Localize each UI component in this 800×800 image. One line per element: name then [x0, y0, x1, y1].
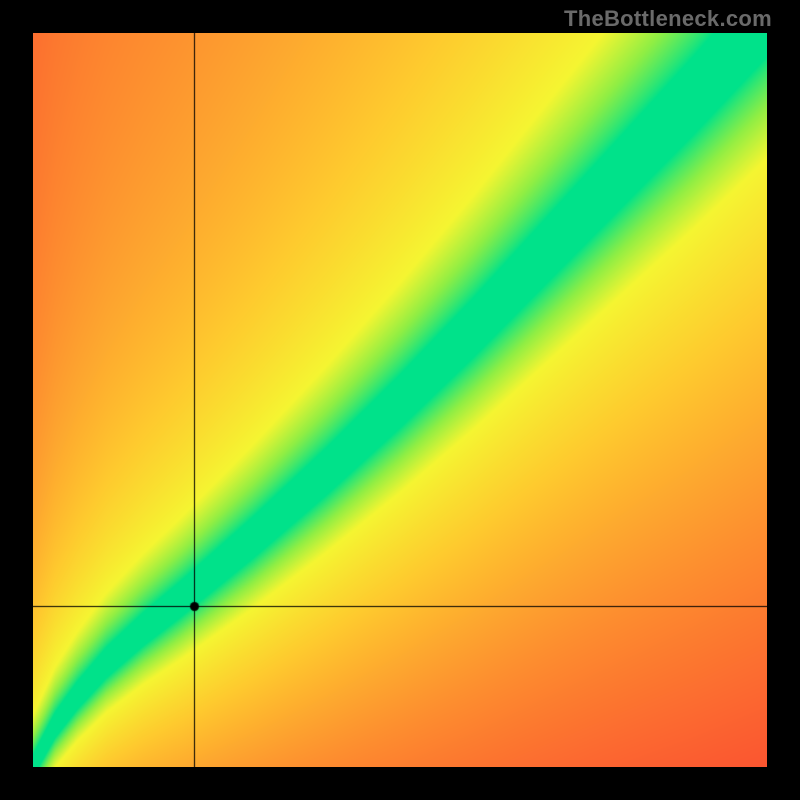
heatmap-plot: [33, 33, 767, 767]
heatmap-canvas: [33, 33, 767, 767]
watermark-text: TheBottleneck.com: [564, 6, 772, 32]
